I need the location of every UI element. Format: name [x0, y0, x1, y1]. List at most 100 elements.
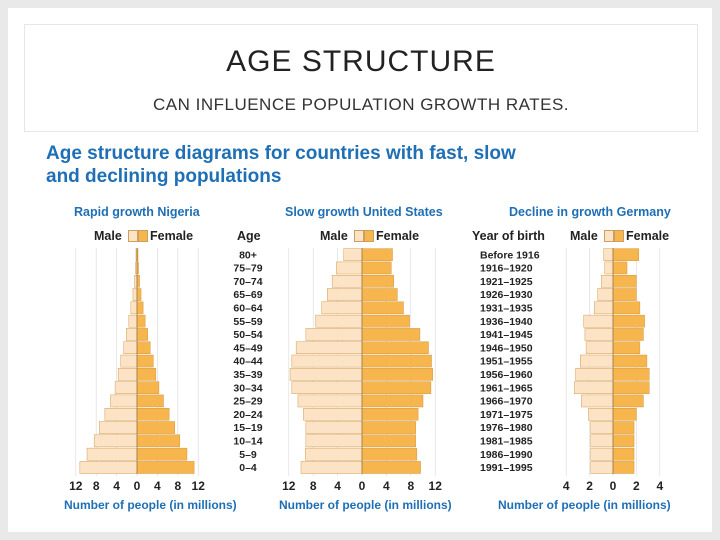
us-male-bar	[336, 261, 363, 275]
germany-male-bar	[601, 274, 614, 288]
us-male-bar	[321, 301, 363, 315]
tick-label: 8	[310, 479, 317, 493]
nigeria-male-bar	[130, 301, 138, 315]
us-female-bar	[361, 461, 421, 474]
germany-xlabel: Number of people (in millions)	[498, 498, 671, 512]
germany-male-bar	[583, 314, 614, 328]
us-female-bar	[361, 421, 416, 434]
nigeria-female-bar	[136, 381, 160, 394]
nigeria-male-label: Male	[94, 229, 122, 243]
year-label: 1966–1970	[480, 396, 533, 408]
year-label: 1936–1940	[480, 316, 533, 328]
nigeria-male-bar	[104, 408, 138, 421]
germany-female-bar	[612, 301, 641, 315]
tick-label: 4	[154, 479, 161, 493]
nigeria-male-bar	[120, 354, 138, 368]
germany-female-bar	[612, 288, 637, 301]
male-swatch	[128, 230, 138, 242]
germany-title: Decline in growth Germany	[509, 205, 671, 219]
tick-label: 12	[69, 479, 83, 493]
us-title: Slow growth United States	[285, 205, 443, 219]
germany-female-bar	[612, 461, 635, 474]
year-label: 1916–1920	[480, 263, 533, 275]
age-structure-figure: Age structure diagrams for countries wit…	[42, 134, 680, 518]
nigeria-male-bar	[134, 274, 138, 288]
nigeria-female-bar	[136, 461, 195, 474]
age-label: 65–69	[233, 289, 262, 301]
year-label: 1961–1965	[480, 382, 533, 394]
us-female-bar	[361, 434, 416, 448]
us-female-bar	[361, 447, 418, 461]
germany-female-bar	[612, 328, 644, 341]
us-male-bar	[305, 328, 363, 341]
nigeria-female-bar	[136, 394, 164, 408]
us-female-bar	[361, 288, 398, 301]
year-label: 1976–1980	[480, 422, 533, 434]
year-label: 1931–1935	[480, 303, 533, 315]
year-label: 1956–1960	[480, 369, 533, 381]
germany-male-bar	[594, 301, 614, 315]
us-female-bar	[361, 248, 393, 261]
germany-male-bar	[575, 368, 614, 381]
nigeria-male-bar	[128, 314, 138, 328]
year-label: 1921–1925	[480, 276, 533, 288]
nigeria-female-bar	[136, 314, 146, 328]
us-female-bar	[361, 408, 419, 421]
us-male-bar	[289, 368, 363, 381]
germany-female-bar	[612, 314, 645, 328]
germany-female-label: Female	[626, 229, 670, 243]
us-female-bar	[361, 381, 432, 394]
age-label: 60–64	[233, 303, 262, 315]
nigeria-male-bar	[126, 328, 138, 341]
germany-male-bar	[590, 461, 614, 474]
nigeria-male-bar	[114, 381, 138, 394]
us-male-bar	[297, 394, 363, 408]
us-male-bar	[300, 461, 363, 474]
nigeria-male-bar	[86, 447, 138, 461]
tick-label: 12	[429, 479, 443, 493]
age-label: 10–14	[233, 436, 262, 448]
nigeria-male-bar	[117, 368, 138, 381]
us-male-bar	[303, 408, 363, 421]
nigeria-female-label: Female	[150, 229, 194, 243]
germany-female-bar	[612, 368, 650, 381]
germany-female-bar	[612, 408, 637, 421]
age-label: 50–54	[233, 329, 262, 341]
age-label: 80+	[239, 249, 257, 261]
tick-label: 8	[93, 479, 100, 493]
germany-female-bar	[612, 434, 635, 448]
us-male-bar	[315, 314, 363, 328]
female-swatch	[614, 230, 624, 242]
tick-label: 4	[334, 479, 341, 493]
nigeria-female-bar	[136, 354, 154, 368]
year-label: Before 1916	[480, 249, 540, 261]
year-label: 1986–1990	[480, 449, 533, 461]
germany-male-bar	[584, 328, 614, 341]
year-label: 1951–1955	[480, 356, 533, 368]
year-label: 1941–1945	[480, 329, 533, 341]
figure-title-line2: and declining populations	[46, 166, 282, 187]
us-male-bar	[305, 421, 363, 434]
tick-label: 8	[174, 479, 181, 493]
age-label: 25–29	[233, 396, 262, 408]
age-label: 70–74	[233, 276, 262, 288]
nigeria-female-bar	[136, 434, 181, 448]
germany-male-bar	[590, 421, 614, 434]
us-male-bar	[331, 274, 363, 288]
nigeria-male-bar	[79, 461, 138, 474]
nigeria-female-bar	[136, 301, 144, 315]
slide-subtitle: CAN INFLUENCE POPULATION GROWTH RATES.	[152, 95, 570, 114]
nigeria-xlabel: Number of people (in millions)	[64, 498, 237, 512]
year-label: 1981–1985	[480, 436, 533, 448]
age-label: 30–34	[233, 382, 262, 394]
age-label: 40–44	[233, 356, 262, 368]
us-female-bar	[361, 394, 424, 408]
germany-male-bar	[574, 381, 614, 394]
germany-female-bar	[612, 248, 639, 261]
nigeria-female-bar	[136, 274, 140, 288]
germany-female-bar	[612, 381, 650, 394]
tick-label: 2	[633, 479, 640, 493]
us-female-bar	[361, 274, 394, 288]
germany-male-bar	[581, 394, 614, 408]
age-label: 35–39	[233, 369, 262, 381]
